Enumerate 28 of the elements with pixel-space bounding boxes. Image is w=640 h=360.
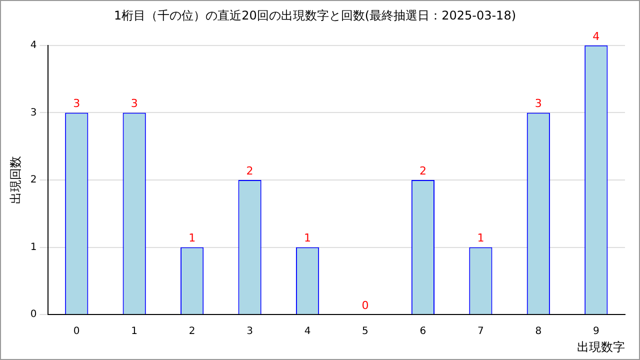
x-tick-label: 1 (131, 326, 138, 338)
data-label: 1 (477, 232, 484, 245)
y-tick-label: 3 (30, 107, 37, 118)
x-tick-label: 4 (304, 326, 311, 338)
x-tick-label: 9 (592, 326, 600, 338)
y-tick-label: 4 (30, 40, 37, 51)
y-tick-label: 1 (30, 242, 37, 253)
data-label: 1 (304, 232, 312, 245)
x-axis-title: 出現数字 (577, 340, 625, 354)
data-label: 2 (419, 164, 426, 178)
data-label: 3 (130, 97, 138, 110)
data-label: 0 (362, 298, 369, 312)
y-tick-label: 0 (30, 309, 37, 320)
x-tick-label: 5 (362, 326, 368, 338)
data-label: 4 (592, 30, 600, 43)
x-tick-label: 0 (73, 326, 80, 338)
y-axis-title: 出現回数 (8, 156, 22, 204)
x-tick-label: 3 (246, 326, 253, 338)
data-label: 1 (188, 232, 196, 245)
y-tick-label: 2 (30, 174, 37, 186)
data-label: 2 (246, 164, 254, 178)
x-tick-label: 2 (188, 326, 196, 338)
x-tick-label: 6 (420, 326, 426, 338)
x-tick-label: 8 (535, 326, 542, 338)
data-label: 3 (73, 97, 80, 110)
x-tick-label: 7 (478, 326, 484, 338)
chart-title: 1桁目（千の位）の直近20回の出現数字と回数(最終抽選日：2025-03-18) (114, 8, 516, 22)
data-label: 3 (534, 97, 542, 110)
